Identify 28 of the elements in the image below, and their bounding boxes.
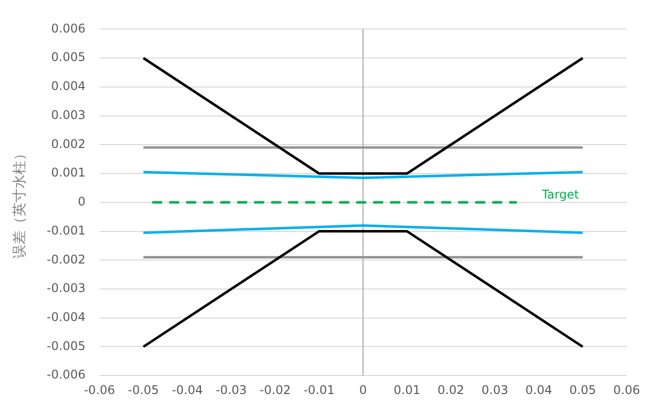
y-axis-title: 误差（英寸水柱） <box>12 146 28 258</box>
x-tick-label: -0.02 <box>260 382 291 397</box>
y-tick-label: 0.004 <box>51 79 86 94</box>
y-tick-label: 0.005 <box>51 50 86 64</box>
y-tick-label: 0.002 <box>51 136 86 151</box>
y-tick-label: 0 <box>78 194 86 209</box>
x-tick-label: -0.05 <box>128 382 159 397</box>
x-tick-label: -0.01 <box>304 382 335 397</box>
x-tick-label: 0 <box>359 382 367 397</box>
x-tick-label: 0.04 <box>525 382 552 397</box>
y-tick-label: 0.003 <box>51 108 86 122</box>
x-tick-label: 0.03 <box>481 382 508 397</box>
y-tick-label: -0.006 <box>46 368 86 382</box>
y-tick-label: -0.005 <box>46 338 86 353</box>
y-tick-label: 0.001 <box>51 166 86 180</box>
x-tick-label: 0.06 <box>613 382 640 397</box>
y-tick-label: 0.006 <box>51 21 86 36</box>
x-tick-label: 0.05 <box>569 382 596 397</box>
y-tick-label: -0.004 <box>46 310 86 324</box>
y-tick-label: -0.001 <box>46 223 86 238</box>
text: Target <box>540 188 580 202</box>
x-tick-label: 0.02 <box>438 382 464 397</box>
x-tick-label: -0.06 <box>84 382 116 397</box>
x-tick-label: -0.04 <box>172 382 203 397</box>
x-tick-label: 0.01 <box>394 382 420 397</box>
x-tick-label: -0.03 <box>216 382 247 397</box>
y-tick-label: -0.002 <box>46 252 86 266</box>
y-tick-label: -0.003 <box>46 281 86 296</box>
